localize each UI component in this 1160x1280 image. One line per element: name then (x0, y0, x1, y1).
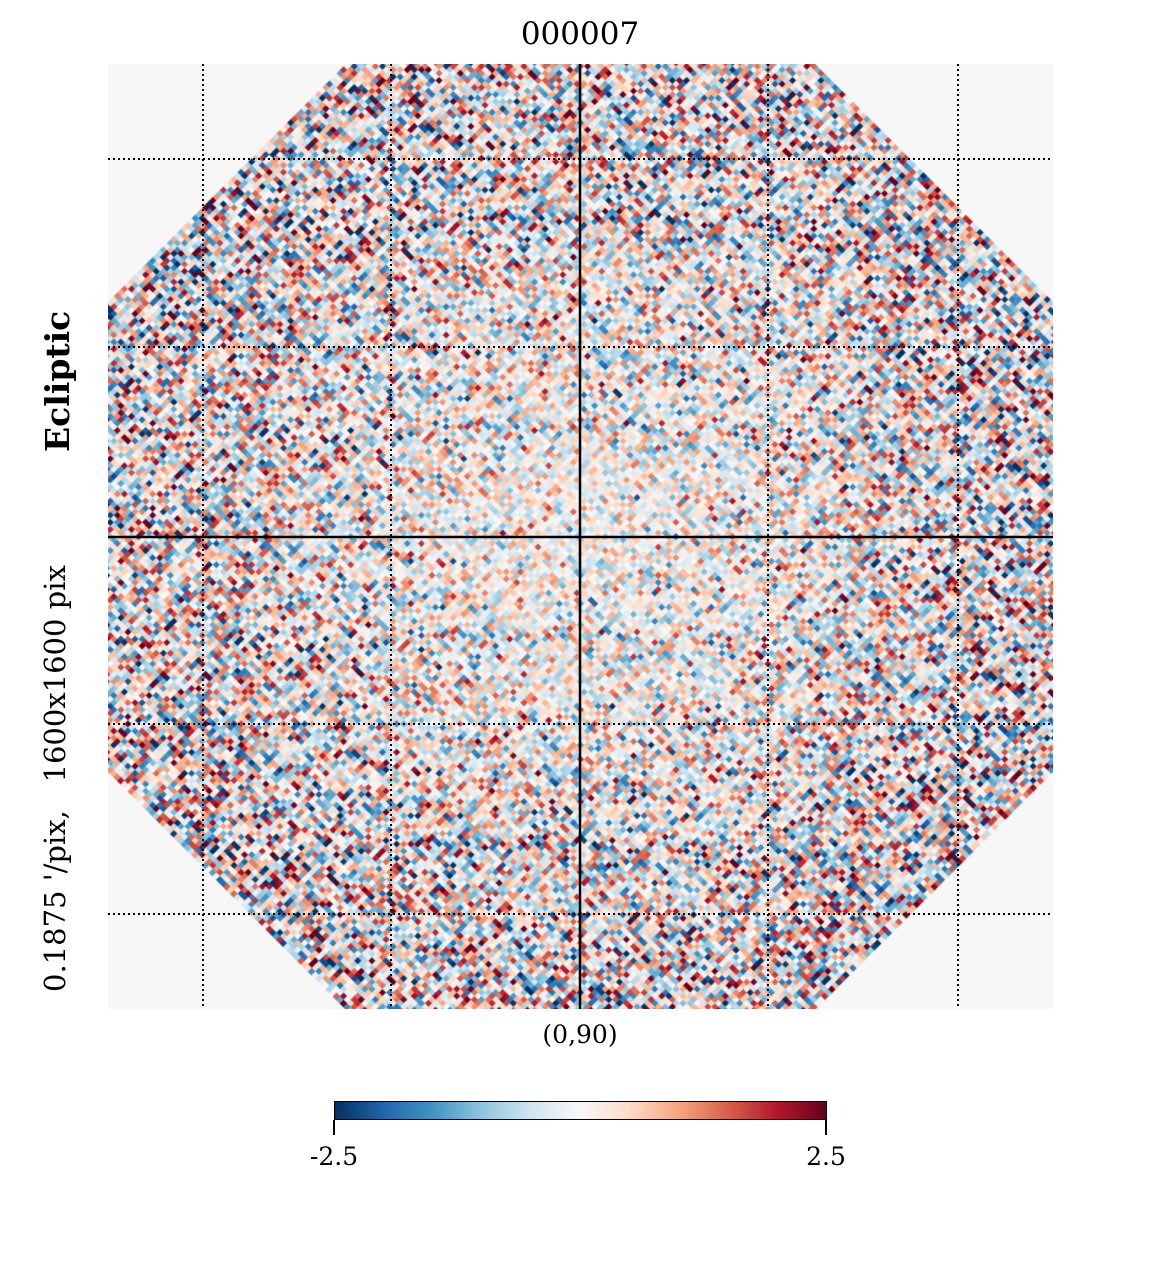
coordinate-system-label: Ecliptic (38, 310, 77, 452)
chart-title: 000007 (520, 16, 640, 52)
colorbar-tick-label-max: 2.5 (806, 1142, 846, 1171)
center-coordinate-label: (0,90) (542, 1020, 618, 1049)
resolution-label: 0.1875 '/pix, 1600x1600 pix (38, 565, 72, 992)
graticule-overlay (108, 64, 1053, 1009)
colorbar-tick-max (825, 1120, 827, 1135)
map-plot (108, 64, 1053, 1009)
colorbar (334, 1101, 827, 1120)
colorbar-tick-min (333, 1120, 335, 1135)
colorbar-tick-label-min: -2.5 (309, 1142, 359, 1171)
